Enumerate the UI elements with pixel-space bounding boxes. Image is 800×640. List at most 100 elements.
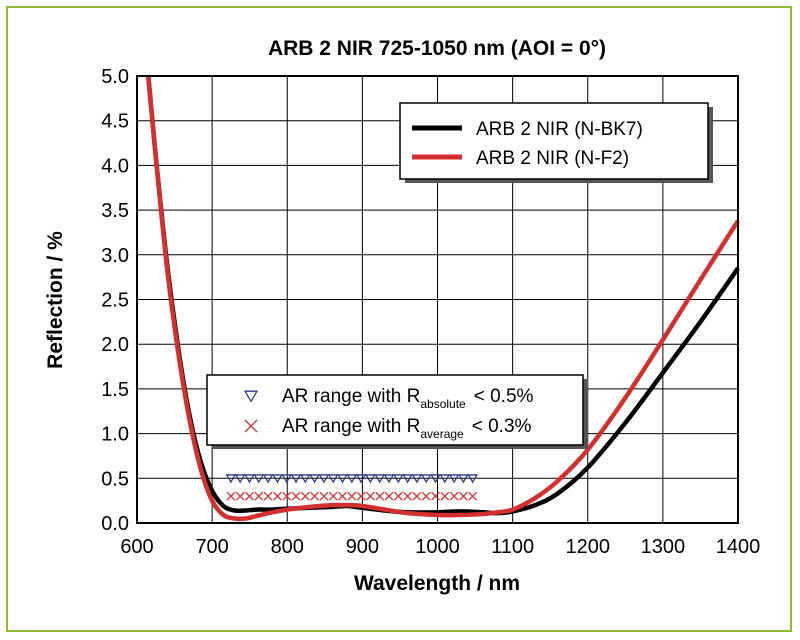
triangle-marker [281,474,293,484]
triangle-marker [309,474,320,484]
cross-stroke [319,491,329,501]
legend-label-f2: ARB 2 NIR (N-F2) [476,148,629,169]
triangle-marker [299,474,311,484]
cross-marker [319,491,329,501]
triangle-marker [318,474,330,484]
cross-stroke [365,491,375,501]
triangle-marker [420,474,432,484]
triangle-marker [467,474,479,484]
cross-marker [328,491,338,501]
triangle-marker [448,474,460,484]
series-legend-box [399,102,709,180]
marker-legend-box [206,374,584,446]
legend-marker-shape [243,390,259,403]
cross-stroke [468,491,478,501]
x-axis-title: Wavelength / nm [354,572,520,595]
cross-marker [300,491,310,501]
chart-title: ARB 2 NIR 725-1050 nm (AOI = 0°) [268,37,606,60]
cross-marker [421,491,431,501]
triangle-marker [262,474,274,484]
triangle-marker [402,474,413,484]
tick-labels: 600 700 800 900 1000 1100 1200 1300 1400 0.0 0.5 1.… [101,66,760,558]
triangle-marker [439,474,451,484]
cross-stroke [431,491,440,501]
x-tick-label: 1300 [641,536,686,558]
x-tick-label: 700 [195,536,228,558]
series-legend: ARB 2 NIR (N-BK7) ARB 2 NIR (N-F2) [399,102,713,183]
triangle-marker [346,474,358,484]
cross-stroke [347,491,357,501]
marker-layer [225,474,479,501]
cross-stroke [263,491,273,501]
y-tick-label: 3.5 [101,200,129,222]
series-line-1 [146,75,740,522]
y-tick-label: 4.5 [101,111,129,133]
x-tick-label: 1100 [491,536,534,558]
cross-stroke [356,491,366,501]
cross-stroke [449,491,459,501]
cross-stroke [421,491,431,501]
cross-marker [449,491,459,501]
cross-marker [235,491,245,501]
y-tick-label: 4.0 [101,155,129,177]
cross-stroke [244,419,258,433]
legend-average-label: AR range with Raverage < 0.3% [282,416,532,441]
cross-marker [254,491,264,501]
triangle-marker [374,474,386,484]
y-tick-label: 2.0 [101,334,129,356]
cross-stroke [245,491,254,501]
cross-marker [403,491,413,501]
cross-stroke [412,491,422,501]
x-tick-label: 1000 [415,536,460,558]
x-tick-label: 1400 [716,536,761,558]
y-tick-label: 1.0 [101,424,129,446]
cross-stroke [226,491,236,501]
plot-border [136,75,739,524]
triangle-marker [253,474,265,484]
x-tick-label: 600 [120,536,153,558]
cross-stroke [272,491,282,501]
triangle-marker [383,474,395,484]
cross-stroke [375,491,385,501]
triangle-marker [327,474,339,484]
cross-marker [263,491,273,501]
triangle-marker [290,474,302,484]
cross-marker [384,491,394,501]
triangle-marker [355,474,367,484]
triangle-marker [225,474,237,484]
cross-marker [468,491,478,501]
cross-marker [338,491,347,501]
cross-stroke [393,491,403,501]
triangle-marker [337,474,348,484]
y-axis-title: Reflection / % [44,231,67,369]
y-tick-label: 3.0 [101,245,129,267]
cross-stroke [282,491,292,501]
cross-marker [375,491,385,501]
legend-label-bk7: ARB 2 NIR (N-BK7) [476,119,643,140]
marker-legend: AR range with Rabsolute < 0.5% AR range w… [206,374,588,449]
y-tick-label: 1.5 [101,379,129,401]
cross-marker [440,491,450,501]
cross-marker [226,491,236,501]
triangle-marker [458,474,469,484]
cross-marker [365,491,375,501]
triangle-marker [365,474,376,484]
cross-marker [431,491,440,501]
cross-stroke [338,491,347,501]
chart-frame [6,6,792,632]
triangle-marker [430,474,441,484]
cross-stroke [291,491,301,501]
cross-marker [272,491,282,501]
cross-marker [412,491,422,501]
cross-marker [393,491,403,501]
x-tick-label: 900 [346,536,379,558]
cross-marker [458,491,468,501]
triangle-marker [272,474,283,484]
cross-stroke [310,491,320,501]
cross-stroke [384,491,394,501]
triangle-marker [244,474,255,484]
cross-stroke [458,491,468,501]
cross-marker [282,491,292,501]
cross-stroke [328,491,338,501]
